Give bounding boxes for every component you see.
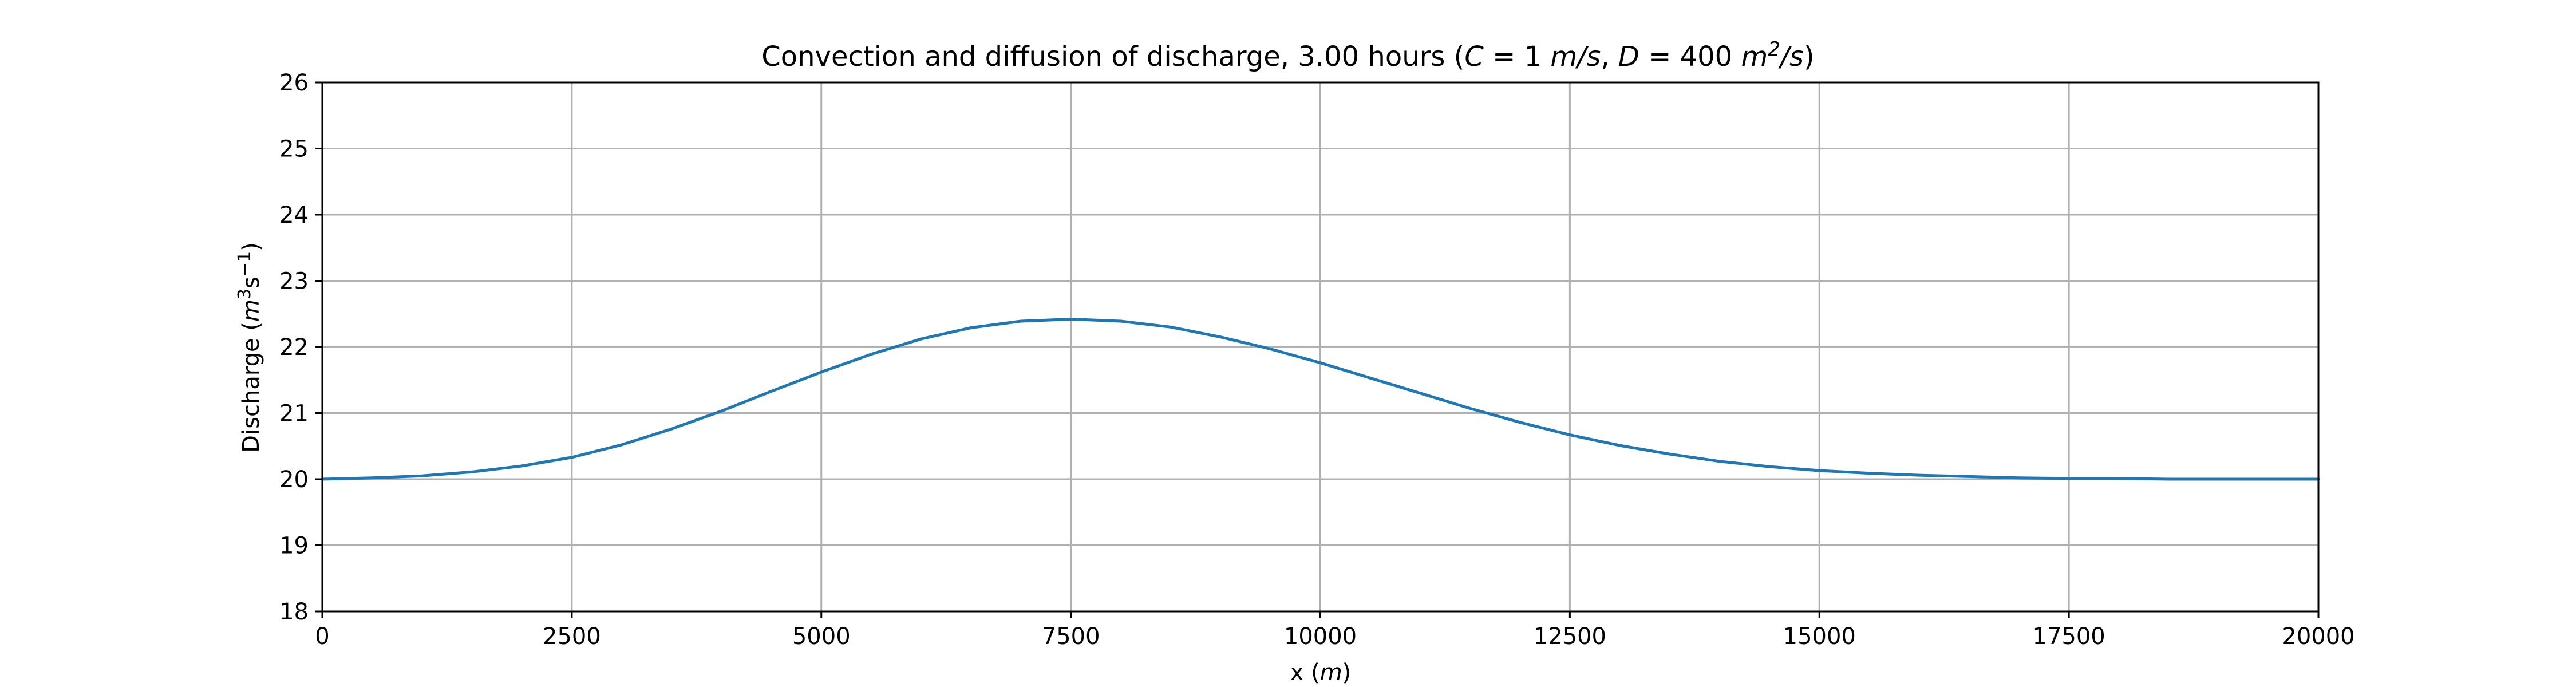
x-axis-label-unit: m: [1320, 660, 1342, 686]
y-axis-label-expneg: −1: [235, 251, 255, 277]
y-tick-label: 18: [279, 599, 309, 625]
y-tick-label: 19: [279, 533, 309, 559]
y-axis-label-exp3: 3: [235, 289, 255, 299]
discharge-series-line: [321, 318, 2320, 481]
title-sep: ,: [1601, 41, 1618, 73]
title-unit-d-tail: /s: [1778, 41, 1804, 73]
title-d: D: [1618, 41, 1639, 73]
line-layer: [321, 318, 2320, 481]
y-axis-label-close: ): [238, 242, 264, 251]
tick-layer: 0 2500 5000 7500 10000 12500 15000 17500 20000 18…: [279, 70, 2355, 650]
x-tick-label: 10000: [1284, 623, 1357, 650]
x-axis-label: x (m): [1290, 660, 1352, 686]
x-axis-label-close: ): [1342, 660, 1352, 686]
title-unit-d-exp: 2: [1768, 38, 1780, 61]
x-axis-label-text: x (: [1290, 660, 1320, 686]
title-unit-c: m/s: [1550, 41, 1601, 73]
y-tick-label: 26: [279, 70, 309, 96]
y-tick-label: 24: [279, 202, 309, 228]
x-tick-label: 20000: [2282, 623, 2354, 650]
chart-title: Convection and diffusion of discharge, 3…: [761, 38, 1815, 73]
title-unit-d-base: m: [1741, 41, 1768, 73]
y-tick-label: 25: [279, 136, 309, 163]
title-c: C: [1464, 41, 1484, 73]
y-axis-label: Discharge (m3s−1): [235, 242, 264, 452]
y-tick-label: 21: [279, 401, 309, 427]
title-eq1: = 1: [1484, 41, 1551, 73]
x-tick-label: 12500: [1534, 623, 1606, 650]
y-tick-label: 20: [279, 467, 309, 493]
x-tick-label: 2500: [543, 623, 601, 650]
x-tick-label: 7500: [1042, 623, 1100, 650]
y-axis-label-s: s: [238, 277, 264, 289]
title-eq2: = 400: [1639, 41, 1741, 73]
title-suffix: ): [1804, 41, 1815, 73]
y-tick-label: 23: [279, 269, 309, 295]
x-tick-label: 5000: [792, 623, 851, 650]
x-tick-label: 15000: [1783, 623, 1856, 650]
y-axis-label-m: m: [238, 299, 264, 322]
x-tick-label: 17500: [2033, 623, 2105, 650]
y-axis-label-text: Discharge (: [238, 322, 264, 453]
title-prefix: Convection and diffusion of discharge, 3…: [761, 41, 1464, 73]
y-tick-label: 22: [279, 334, 309, 361]
x-tick-label: 0: [315, 623, 329, 650]
